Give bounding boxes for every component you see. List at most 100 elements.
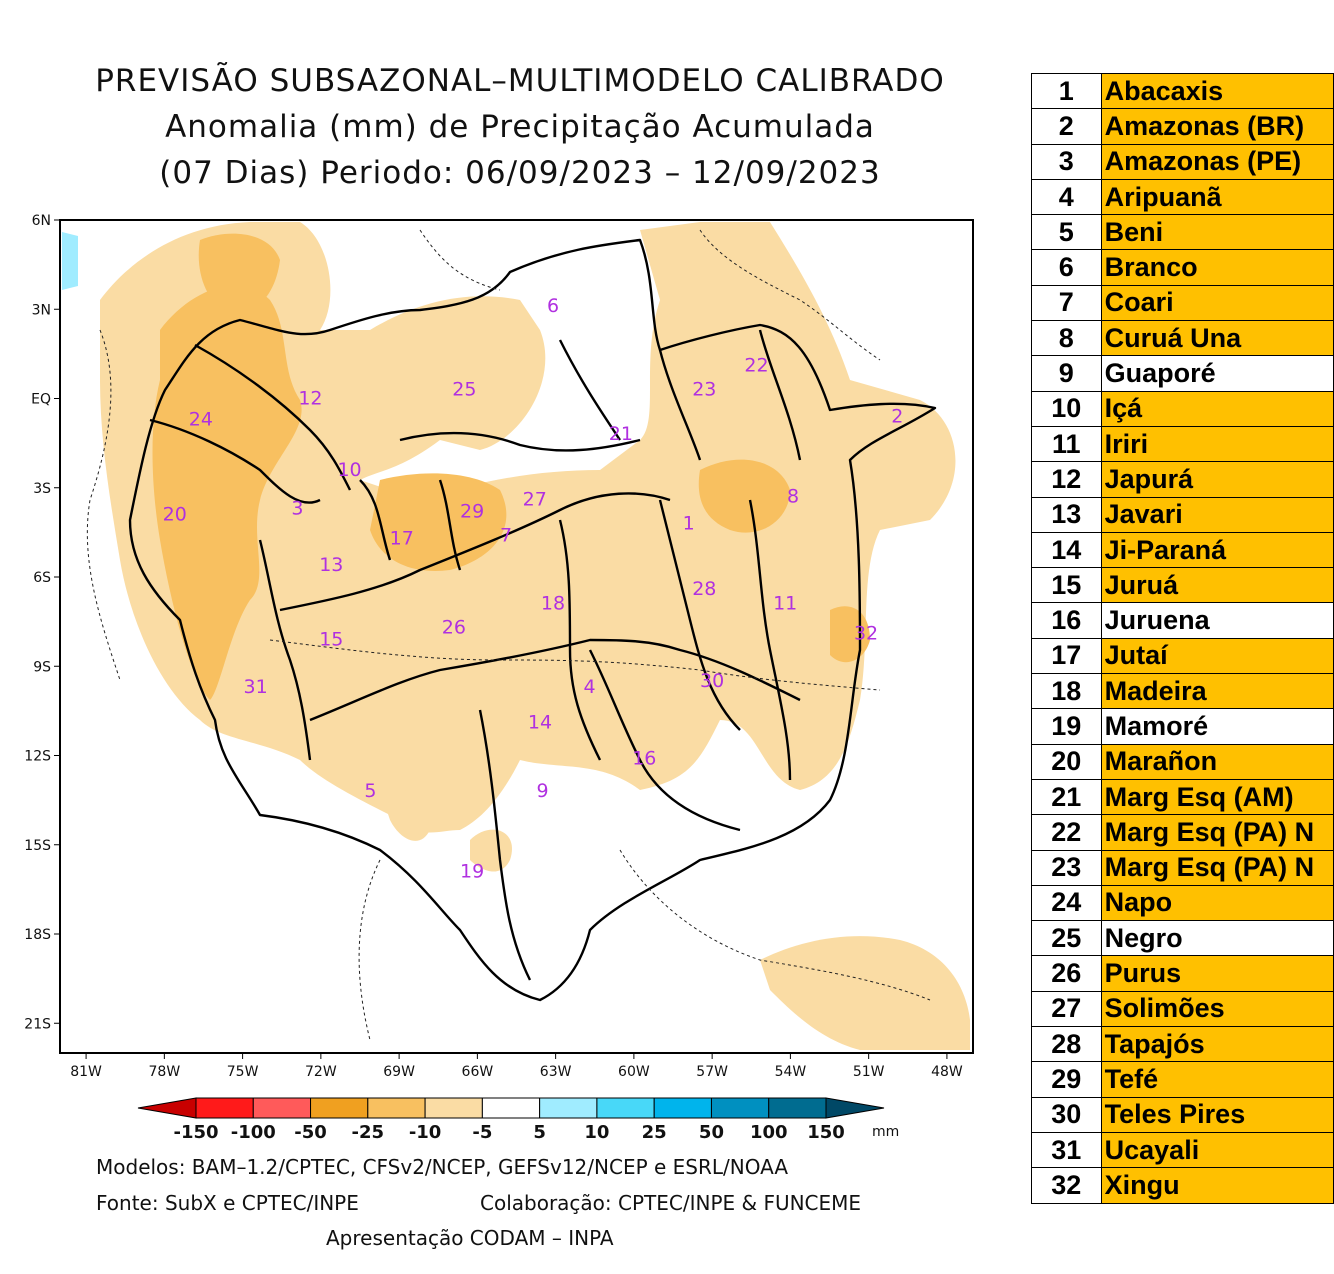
legend-row: 4 Aripuanã bbox=[1031, 178, 1334, 216]
basin-label: 4 bbox=[583, 676, 595, 698]
legend-basin-name: Mamoré bbox=[1100, 708, 1334, 745]
lat-tick-label: 18S bbox=[24, 927, 51, 943]
legend-row: 5 Beni bbox=[1031, 214, 1334, 251]
colorbar-label: -5 bbox=[472, 1122, 492, 1143]
country-borders bbox=[86, 229, 931, 1041]
basin-boundary-14 bbox=[359, 479, 392, 561]
legend-basin-name: Negro bbox=[1100, 920, 1334, 957]
legend-row: 7 Coari bbox=[1031, 284, 1334, 322]
legend-row: 27 Solimões bbox=[1031, 990, 1334, 1028]
footer-models: Modelos: BAM–1.2/CPTEC, CFSv2/NCEP, GEFS… bbox=[96, 1155, 789, 1179]
legend-basin-name: Içá bbox=[1100, 390, 1334, 427]
basin-label: 29 bbox=[460, 501, 484, 523]
basin-label: 20 bbox=[163, 503, 187, 525]
legend-number: 25 bbox=[1031, 920, 1102, 957]
legend-row: 17 Jutaí bbox=[1031, 637, 1334, 675]
legend-basin-name: Jutaí bbox=[1100, 637, 1334, 675]
colorbar-label: -25 bbox=[352, 1122, 385, 1143]
basin-label: 32 bbox=[854, 622, 878, 644]
colorbar-label: -50 bbox=[294, 1122, 327, 1143]
legend-number: 3 bbox=[1031, 143, 1102, 180]
colorbar-label: 50 bbox=[699, 1122, 724, 1143]
legend-row: 3 Amazonas (PE) bbox=[1031, 143, 1334, 180]
title-line-1: PREVISÃO SUBSAZONAL–MULTIMODELO CALIBRAD… bbox=[95, 63, 945, 99]
legend-basin-name: Solimões bbox=[1100, 990, 1334, 1028]
basin-boundary-5 bbox=[258, 539, 312, 761]
basin-boundary-1 bbox=[279, 492, 671, 612]
basin-label: 18 bbox=[541, 593, 565, 615]
legend-row: 29 Tefé bbox=[1031, 1061, 1334, 1098]
lon-tick-label: 51W bbox=[853, 1064, 885, 1080]
legend-row: 18 Madeira bbox=[1031, 673, 1334, 710]
country-border-line bbox=[699, 229, 881, 361]
basin-boundary-3 bbox=[399, 431, 641, 452]
basin-label: 12 bbox=[298, 387, 322, 409]
legend-row: 2 Amazonas (BR) bbox=[1031, 108, 1334, 145]
title-line-3: (07 Dias) Periodo: 06/09/2023 – 12/09/20… bbox=[159, 155, 881, 191]
legend-row: 9 Guaporé bbox=[1031, 355, 1334, 392]
basin-label: 5 bbox=[364, 780, 376, 802]
basin-boundary-7 bbox=[558, 519, 602, 761]
lon-tick-label: 72W bbox=[305, 1064, 337, 1080]
colorbar-box bbox=[481, 1097, 541, 1119]
legend-basin-name: Tefé bbox=[1100, 1061, 1334, 1098]
legend-basin-name: Marg Esq (PA) N bbox=[1100, 814, 1334, 851]
legend-basin-name: Aripuanã bbox=[1100, 178, 1334, 216]
basin-boundary-13 bbox=[194, 343, 352, 491]
legend-basin-name: Ucayali bbox=[1100, 1131, 1334, 1169]
lon-tick-label: 78W bbox=[149, 1064, 181, 1080]
legend-basin-name: Napo bbox=[1100, 884, 1334, 922]
legend-basin-name: Marañon bbox=[1100, 743, 1334, 780]
legend-number: 22 bbox=[1031, 814, 1102, 851]
legend-basin-name: Coari bbox=[1100, 284, 1334, 322]
basin-outlines bbox=[128, 238, 937, 1002]
title-line-2: Anomalia (mm) de Precipitação Acumulada bbox=[165, 109, 875, 145]
country-border-line bbox=[619, 849, 931, 1001]
basin-label: 17 bbox=[390, 527, 414, 549]
legend-row: 31 Ucayali bbox=[1031, 1131, 1334, 1169]
legend-row: 13 Javari bbox=[1031, 496, 1334, 533]
colorbar-labels: -150 -100 -50 -25 -10 -5 5 10 25 50 100 150 bbox=[173, 1122, 844, 1143]
colorbar-box bbox=[195, 1097, 254, 1119]
colorbar-box bbox=[768, 1097, 827, 1119]
longitude-axis: 81W 78W 75W 72W 69W 66W 63W 60W 57W 54W 51W 48W bbox=[70, 1053, 963, 1080]
amazon-basin-outline bbox=[128, 238, 937, 1002]
legend-row: 32 Xingu bbox=[1031, 1167, 1334, 1204]
legend-number: 30 bbox=[1031, 1096, 1102, 1133]
legend-number: 32 bbox=[1031, 1167, 1102, 1204]
basin-label: 1 bbox=[683, 512, 695, 534]
country-border-line bbox=[86, 329, 121, 681]
legend-number: 6 bbox=[1031, 249, 1102, 286]
legend-row: 26 Purus bbox=[1031, 955, 1334, 992]
basin-boundary-12 bbox=[558, 339, 621, 441]
basin-label: 9 bbox=[537, 780, 549, 802]
basin-label: 14 bbox=[528, 712, 552, 734]
precipitation-anomaly-map: 6N 3N EQ 3S 6S 9S 12S 15S 18S 21S 81W 78W 75W 72W 69W… bbox=[24, 213, 974, 1143]
country-border-line bbox=[269, 639, 881, 691]
colorbar-box bbox=[710, 1097, 770, 1119]
anomaly-area-mamore bbox=[470, 829, 512, 872]
legend-row: 14 Ji-Paraná bbox=[1031, 531, 1334, 569]
basin-label: 15 bbox=[319, 628, 343, 650]
legend-row: 1 Abacaxis bbox=[1031, 72, 1334, 110]
anomaly-area-south-east bbox=[760, 936, 970, 1050]
legend-number: 28 bbox=[1031, 1026, 1102, 1063]
lat-tick-label: 3N bbox=[32, 302, 51, 318]
colorbar-label: 10 bbox=[584, 1122, 609, 1143]
legend-basin-name: Amazonas (PE) bbox=[1100, 143, 1334, 180]
legend-basin-name: Juruena bbox=[1100, 602, 1334, 639]
basin-label: 19 bbox=[460, 860, 484, 882]
legend-basin-name: Purus bbox=[1100, 955, 1334, 992]
legend-basin-name: Marg Esq (PA) N bbox=[1100, 849, 1334, 886]
legend-basin-name: Amazonas (BR) bbox=[1100, 108, 1334, 145]
country-border-line bbox=[358, 859, 381, 1041]
country-border-line bbox=[419, 229, 501, 291]
legend-basin-name: Beni bbox=[1100, 214, 1334, 251]
colorbar-box bbox=[367, 1097, 426, 1119]
lat-tick-label: 6N bbox=[32, 213, 51, 229]
legend-basin-name: Branco bbox=[1100, 249, 1334, 286]
basin-label: 22 bbox=[744, 355, 768, 377]
latitude-axis: 6N 3N EQ 3S 6S 9S 12S 15S 18S 21S bbox=[24, 213, 60, 1032]
legend-number: 19 bbox=[1031, 708, 1102, 745]
basin-label: 13 bbox=[319, 554, 343, 576]
